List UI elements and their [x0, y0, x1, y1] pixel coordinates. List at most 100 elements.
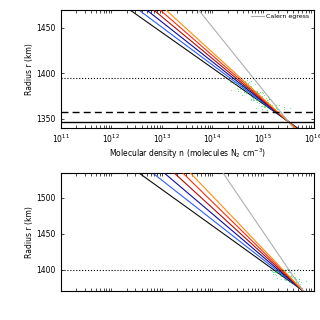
Point: [263, 103, 268, 108]
Point: [241, 84, 246, 89]
Point: [255, 96, 260, 101]
Point: [265, 94, 270, 99]
Point: [286, 277, 291, 282]
Point: [251, 90, 256, 95]
Point: [280, 273, 285, 278]
Point: [267, 96, 272, 101]
Point: [258, 90, 263, 95]
Point: [271, 269, 276, 275]
Point: [243, 84, 248, 89]
Point: [283, 271, 288, 276]
Point: [246, 85, 251, 91]
Point: [245, 80, 251, 85]
Point: [264, 98, 269, 103]
Point: [255, 100, 260, 105]
Point: [241, 87, 246, 92]
Point: [282, 271, 287, 276]
Point: [263, 102, 268, 107]
Point: [296, 279, 301, 284]
Point: [250, 95, 255, 100]
Point: [269, 267, 274, 272]
Point: [285, 275, 290, 280]
Point: [226, 78, 231, 83]
Point: [244, 84, 249, 89]
Point: [253, 92, 259, 97]
Point: [253, 81, 258, 86]
Point: [290, 275, 295, 280]
Point: [244, 85, 249, 90]
Point: [295, 280, 300, 285]
Point: [292, 281, 297, 286]
Point: [237, 86, 243, 91]
Point: [269, 104, 275, 109]
Point: [246, 90, 251, 95]
Point: [286, 280, 292, 285]
Point: [287, 267, 292, 272]
Point: [239, 84, 244, 89]
Point: [231, 80, 236, 85]
Point: [237, 81, 243, 86]
Point: [246, 87, 251, 92]
Point: [285, 273, 290, 278]
Point: [285, 276, 291, 282]
Point: [251, 89, 256, 94]
Point: [288, 279, 293, 284]
Point: [233, 82, 238, 87]
Point: [281, 104, 286, 109]
Point: [242, 84, 247, 89]
Point: [240, 83, 245, 88]
Point: [282, 268, 287, 273]
Point: [227, 80, 232, 85]
Point: [279, 267, 284, 272]
Point: [244, 86, 249, 91]
Point: [282, 276, 287, 282]
Point: [245, 86, 250, 91]
Point: [256, 91, 261, 96]
Point: [244, 87, 249, 92]
Legend: Calern egress: Calern egress: [250, 13, 310, 20]
Point: [252, 93, 257, 98]
Point: [255, 89, 260, 94]
Point: [249, 98, 254, 103]
Point: [275, 270, 280, 275]
Point: [255, 90, 260, 95]
Point: [254, 105, 259, 110]
Point: [270, 271, 276, 276]
Point: [273, 105, 278, 110]
Point: [235, 85, 240, 90]
Point: [248, 87, 253, 92]
Point: [290, 273, 295, 278]
Point: [252, 90, 257, 95]
Point: [249, 87, 254, 92]
Point: [286, 272, 291, 277]
Point: [252, 94, 257, 99]
Point: [244, 80, 249, 85]
Point: [262, 105, 267, 110]
Point: [250, 96, 255, 101]
Point: [285, 276, 290, 281]
Point: [273, 270, 278, 275]
Point: [284, 273, 290, 278]
Point: [291, 278, 296, 283]
Y-axis label: Radius r (km): Radius r (km): [25, 206, 34, 258]
Point: [248, 92, 253, 97]
Point: [248, 83, 253, 88]
Point: [272, 269, 277, 275]
Point: [248, 96, 253, 101]
Point: [290, 281, 295, 286]
Point: [263, 101, 268, 106]
Point: [282, 271, 287, 276]
Point: [277, 266, 282, 271]
Point: [296, 281, 301, 286]
Point: [239, 77, 244, 82]
Point: [242, 84, 247, 89]
Point: [281, 269, 286, 275]
Point: [281, 268, 286, 273]
Point: [270, 268, 275, 274]
Point: [275, 270, 280, 275]
Point: [252, 88, 258, 93]
Point: [287, 275, 292, 280]
Point: [292, 270, 297, 275]
Point: [289, 272, 294, 277]
Point: [251, 92, 256, 97]
